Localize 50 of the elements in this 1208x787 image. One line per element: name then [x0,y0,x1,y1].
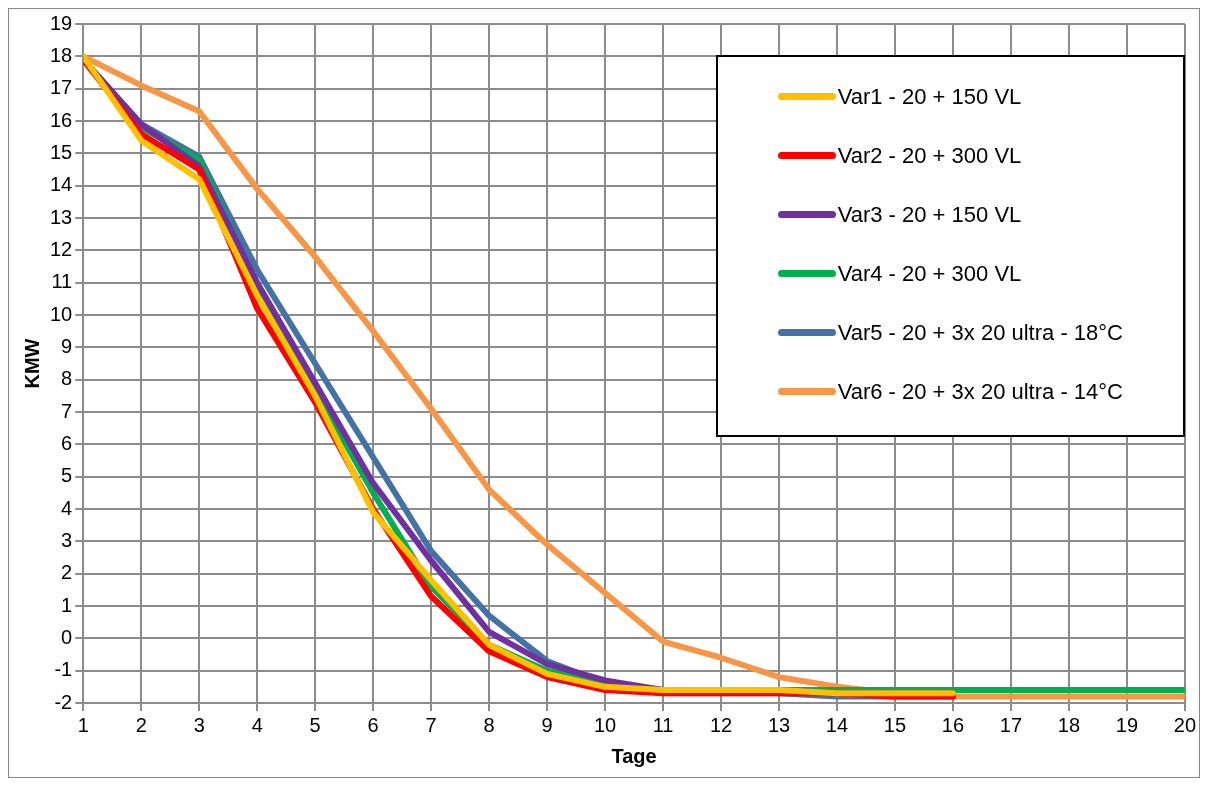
y-tick-label: 16 [50,108,73,131]
y-tick-label: 5 [61,464,73,487]
x-axis-title: Tage [611,744,657,767]
x-tick-label: 4 [251,713,263,736]
y-tick-label: 12 [50,237,73,260]
y-tick-label: 17 [50,76,73,99]
y-tick-label: 4 [61,496,73,519]
legend-label: Var4 - 20 + 300 VL [837,260,1022,287]
x-tick-label: 13 [767,713,791,736]
y-tick-label: 1 [61,593,73,616]
x-tick-label: 1 [77,713,89,736]
x-tick-label: 12 [709,713,733,736]
x-tick-label: 5 [309,713,321,736]
y-tick-label: 6 [61,431,73,454]
y-tick-label: 15 [50,140,73,163]
x-tick-label: 9 [541,713,553,736]
x-tick-label: 11 [652,713,674,736]
legend-label: Var1 - 20 + 150 VL [837,83,1022,110]
x-tick-label: 6 [367,713,379,736]
x-tick-label: 7 [425,713,437,736]
y-tick-label: 7 [61,399,73,422]
y-tick-label: 3 [61,528,73,551]
y-tick-label: 14 [50,173,73,196]
y-tick-label: 10 [50,302,73,325]
x-tick-label: 18 [1057,713,1081,736]
y-tick-label: 19 [50,11,73,34]
legend-label: Var5 - 20 + 3x 20 ultra - 18°C [837,319,1123,346]
x-tick-label: 15 [883,713,907,736]
legend-label: Var6 - 20 + 3x 20 ultra - 14°C [837,378,1123,405]
y-tick-label: -2 [54,690,73,713]
x-tick-label: 3 [193,713,205,736]
y-tick-label: 2 [61,561,73,584]
y-tick-label: -1 [54,658,73,681]
x-tick-label: 20 [1173,713,1196,736]
y-tick-label: 0 [61,625,73,648]
x-tick-label: 14 [825,713,849,736]
y-tick-label: 18 [50,43,73,66]
legend-label: Var3 - 20 + 150 VL [837,201,1022,228]
legend-label: Var2 - 20 + 300 VL [837,142,1022,169]
y-tick-label: 8 [61,367,73,390]
x-tick-label: 8 [483,713,495,736]
x-tick-label: 16 [941,713,965,736]
x-tick-label: 10 [593,713,617,736]
x-tick-label: 19 [1115,713,1139,736]
y-tick-label: 9 [61,334,73,357]
y-axis-title: KMW [20,338,43,389]
x-tick-label: 17 [999,713,1023,736]
y-tick-label: 11 [51,270,73,293]
y-tick-label: 13 [50,205,73,228]
x-tick-label: 2 [135,713,147,736]
